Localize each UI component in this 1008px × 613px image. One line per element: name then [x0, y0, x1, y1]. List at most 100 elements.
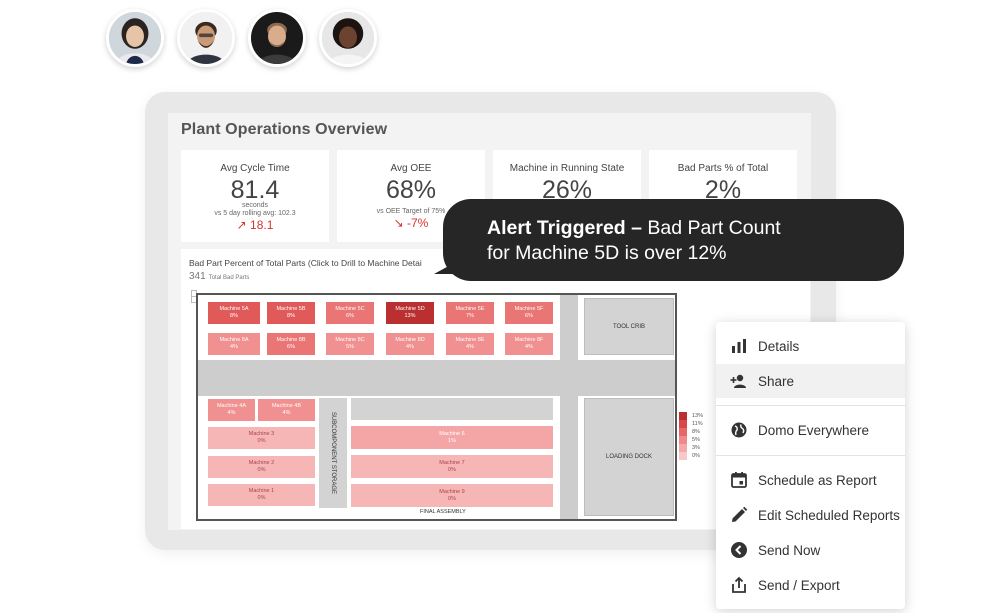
kpi-label: Machine in Running State [509, 163, 625, 174]
machine-3[interactable]: Machine 3 0% [208, 427, 315, 449]
machine-1[interactable]: Machine 1 0% [208, 484, 315, 506]
machine-label: Machine 1 [248, 488, 275, 494]
machine-value: 5% [346, 344, 354, 350]
kpi-card-avg-cycle-time[interactable]: Avg Cycle Time 81.4 seconds vs 5 day rol… [181, 150, 329, 242]
machine-2[interactable]: Machine 2 0% [208, 456, 315, 478]
legend-swatch [679, 428, 687, 436]
machine-label: Machine 5F [514, 306, 544, 312]
alert-title: Alert Triggered – [487, 217, 642, 239]
kpi-unit: seconds [241, 202, 269, 209]
legend-label: 5% [692, 437, 700, 443]
menu-item-label: Domo Everywhere [758, 422, 870, 438]
kpi-card-avg-oee[interactable]: Avg OEE 68% vs OEE Target of 75% ↘ -7% [337, 150, 485, 242]
alert-subject: Bad Part Count [641, 217, 781, 239]
zone-tool-crib[interactable]: TOOL CRIB [584, 298, 674, 355]
machine-label: Machine 6 [439, 430, 465, 437]
menu-item-send-export[interactable]: Send / Export [716, 568, 905, 602]
kpi-comparison: vs OEE Target of 75% [376, 208, 446, 215]
legend-label: 13% [692, 413, 704, 419]
kpi-label: Avg Cycle Time [220, 163, 290, 174]
menu-item-schedule-report[interactable]: Schedule as Report [716, 463, 905, 497]
kpi-label: Bad Parts % of Total [677, 163, 769, 174]
menu-item-label: Schedule as Report [758, 472, 877, 488]
machine-label: Machine 5B [276, 306, 306, 312]
legend-item: 0% [679, 452, 703, 460]
machine-5d[interactable]: Machine 5D 13% [386, 302, 434, 324]
machine-4b[interactable]: Machine 4B 4% [258, 399, 315, 421]
menu-item-label: Details [758, 338, 800, 354]
machine-value: 4% [282, 410, 291, 416]
kpi-change: ↘ -7% [393, 216, 429, 230]
machine-4a[interactable]: Machine 4A 4% [208, 399, 255, 421]
total-bad-parts-label: Total Bad Parts [208, 275, 250, 281]
machine-5c[interactable]: Machine 5C 6% [326, 302, 374, 324]
machine-8a[interactable]: Machine 8A 4% [208, 333, 260, 355]
legend-swatch [679, 412, 687, 420]
menu-divider [716, 405, 905, 406]
menu-item-label: Send Now [758, 542, 821, 558]
machine-value: 0% [257, 495, 266, 501]
menu-item-share[interactable]: Share [716, 364, 905, 398]
aisle-vertical [560, 295, 578, 519]
machine-value: 6% [525, 313, 533, 319]
machine-8c[interactable]: Machine 8C 5% [326, 333, 374, 355]
globe-icon [730, 421, 748, 439]
total-bad-parts: 341 Total Bad Parts [189, 271, 249, 282]
legend-item: 8% [679, 428, 703, 436]
machine-8b[interactable]: Machine 8B 6% [267, 333, 315, 355]
legend-swatch [679, 436, 687, 444]
avatar [248, 9, 306, 67]
avatar [319, 9, 377, 67]
pencil-icon [730, 506, 748, 524]
machine-value: 13% [404, 313, 416, 319]
avatar [177, 9, 235, 67]
menu-item-domo-everywhere[interactable]: Domo Everywhere [716, 413, 905, 447]
machine-value: 1% [448, 437, 456, 444]
zone-final-assembly-area [351, 398, 553, 420]
machine-value: 4% [227, 410, 236, 416]
export-icon [730, 576, 748, 594]
machine-value: 0% [448, 495, 456, 502]
menu-item-send-now[interactable]: Send Now [716, 533, 905, 567]
machine-8f[interactable]: Machine 8F 4% [505, 333, 553, 355]
machine-label: Machine 5A [219, 306, 249, 312]
alert-headline: Alert Triggered – Bad Part Count [487, 216, 904, 241]
machine-label: Machine 3 [248, 431, 275, 437]
machine-5b[interactable]: Machine 5B 8% [267, 302, 315, 324]
card-options-menu: Details Share Domo Everywhere Schedule a… [716, 322, 905, 609]
page-title: Plant Operations Overview [181, 121, 388, 138]
machine-9[interactable]: Machine 9 0% [351, 484, 553, 507]
machine-label: Machine 4B [271, 403, 302, 409]
machine-5e[interactable]: Machine 5E 7% [446, 302, 494, 324]
menu-item-details[interactable]: Details [716, 329, 905, 363]
machine-label: Machine 8C [335, 337, 365, 343]
machine-value: 4% [525, 344, 533, 350]
menu-item-label: Share [758, 373, 795, 389]
machine-value: 4% [406, 344, 414, 350]
machine-5f[interactable]: Machine 5F 6% [505, 302, 553, 324]
machine-label: Machine 5C [335, 306, 365, 312]
kpi-change: ↗ 18.1 [236, 218, 274, 232]
machine-7[interactable]: Machine 7 0% [351, 455, 553, 478]
menu-item-label: Send / Export [758, 577, 840, 593]
zone-subcomponent-storage[interactable]: SUBCOMPONENT STORAGE [319, 398, 347, 508]
machine-label: Machine 7 [439, 459, 465, 466]
person-icon [251, 12, 303, 64]
machine-label: Machine 2 [248, 460, 275, 466]
machine-5a[interactable]: Machine 5A 8% [208, 302, 260, 324]
machine-value: 8% [230, 313, 238, 319]
legend-item: 5% [679, 436, 703, 444]
floor-map-title: Bad Part Percent of Total Parts (Click t… [189, 258, 422, 268]
menu-item-edit-scheduled-reports[interactable]: Edit Scheduled Reports [716, 498, 905, 532]
legend-label: 0% [692, 453, 700, 459]
zone-loading-dock[interactable]: LOADING DOCK [584, 398, 674, 516]
legend-swatch [679, 420, 687, 428]
machine-8d[interactable]: Machine 8D 4% [386, 333, 434, 355]
machine-8e[interactable]: Machine 8E 4% [446, 333, 494, 355]
person-icon [322, 12, 374, 64]
legend-item: 11% [679, 420, 703, 428]
send-circle-icon [730, 541, 748, 559]
machine-label: Machine 8D [395, 337, 425, 343]
legend-item: 13% [679, 412, 703, 420]
machine-6[interactable]: Machine 6 1% [351, 426, 553, 449]
